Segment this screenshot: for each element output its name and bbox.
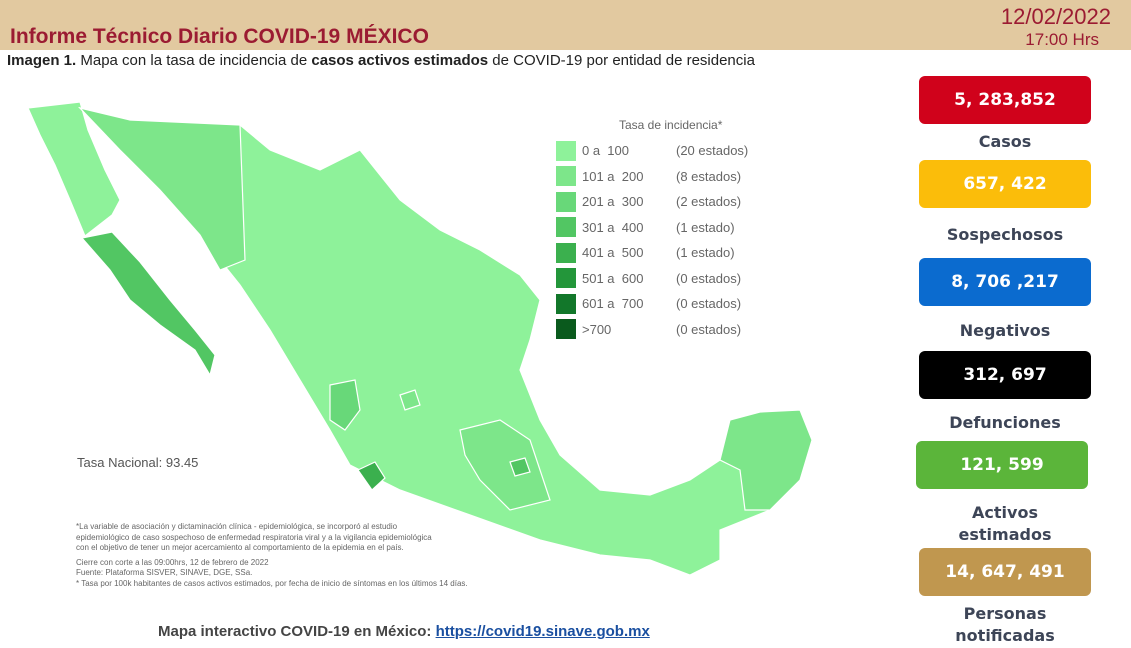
page-title: Informe Técnico Diario COVID-19 MÉXICO xyxy=(10,25,429,48)
caption-text: Mapa con la tasa de incidencia de xyxy=(76,52,312,69)
footer-text: Mapa interactivo COVID-19 en México: xyxy=(158,623,436,640)
stat-box-negativos: 8, 706 ,217 xyxy=(919,258,1091,306)
footnotes: *La variable de asociación y dictaminaci… xyxy=(76,522,468,589)
legend-range: 201 a 300 xyxy=(582,194,644,210)
legend-item: 501 a 600 (0 estados) xyxy=(556,266,748,292)
legend-range: 401 a 500 xyxy=(582,245,644,261)
legend-range: 601 a 700 xyxy=(582,296,644,312)
note-line: * Tasa por 100k habitantes de casos acti… xyxy=(76,578,468,588)
state-guerrero-highlight xyxy=(357,461,386,491)
caption-lead: Imagen 1. xyxy=(7,52,77,69)
stat-box-sospechosos: 657, 422 xyxy=(919,160,1091,208)
legend-count: (0 estados) xyxy=(676,270,742,286)
legend-count: (20 estados) xyxy=(676,143,749,159)
state-baja-california xyxy=(27,101,121,237)
state-yucatan-peninsula xyxy=(719,409,813,511)
legend-count: (8 estados) xyxy=(676,168,742,184)
legend-swatch xyxy=(556,293,576,314)
stat-box-defunciones: 312, 697 xyxy=(919,351,1091,399)
legend-item: >700 (0 estados) xyxy=(556,317,748,343)
state-tlaxcala xyxy=(509,457,531,477)
legend-swatch xyxy=(556,268,576,289)
legend-item: 201 a 300 (2 estados) xyxy=(556,189,748,215)
legend-count: (0 estados) xyxy=(676,321,742,337)
legend-item: 601 a 700 (0 estados) xyxy=(556,291,748,317)
map-legend: Tasa de incidencia* 0 a 100 (20 estados) 1… xyxy=(556,118,748,342)
legend-swatch xyxy=(556,191,576,212)
legend-swatch xyxy=(556,217,576,238)
legend-range: 301 a 400 xyxy=(582,219,644,235)
note-line: Cierre con corte a las 09:00hrs, 12 de f… xyxy=(76,557,269,567)
legend-count: (2 estados) xyxy=(676,194,742,210)
legend-swatch xyxy=(556,140,576,161)
caption-bold: casos activos estimados xyxy=(311,52,489,69)
note-line: con el objetivo de tener un mejor acerca… xyxy=(76,543,404,552)
national-rate: Tasa Nacional: 93.45 xyxy=(77,455,199,470)
legend-swatch xyxy=(556,166,576,187)
legend-item: 401 a 500 (1 estado) xyxy=(556,240,748,266)
stat-box-casos: 5, 283,852 xyxy=(919,76,1091,124)
report-time: 17:00 Hrs xyxy=(1025,30,1099,49)
legend-range: >700 xyxy=(582,321,612,337)
state-sonora xyxy=(78,106,246,271)
legend-title: Tasa de incidencia* xyxy=(619,118,723,132)
report-date: 12/02/2022 xyxy=(1000,4,1111,29)
legend-range: 101 a 200 xyxy=(582,168,644,184)
map-link[interactable]: https://covid19.sinave.gob.mx xyxy=(435,623,650,640)
legend-count: (0 estados) xyxy=(676,296,742,312)
legend-swatch xyxy=(556,319,576,340)
note-line: epidemiológico de caso sospechoso de enf… xyxy=(76,532,432,542)
stat-label: Negativos xyxy=(959,321,1051,340)
legend-item: 301 a 400 (1 estado) xyxy=(556,215,748,241)
legend-item: 101 a 200 (8 estados) xyxy=(556,164,748,190)
footer: Mapa interactivo COVID-19 en México: htt… xyxy=(158,623,650,640)
stat-label: Defunciones xyxy=(949,413,1061,432)
caption-text-end: de COVID-19 por entidad de residencia xyxy=(488,52,755,69)
mexico-incidence-map xyxy=(27,101,813,576)
legend-range: 501 a 600 xyxy=(582,270,644,286)
legend-count: (1 estado) xyxy=(676,245,735,261)
image-caption: Imagen 1. Mapa con la tasa de incidencia… xyxy=(7,52,755,69)
stat-label: Sospechosos xyxy=(946,225,1064,244)
stat-label: Activos estimados xyxy=(958,503,1052,544)
note-line: *La variable de asociación y dictaminaci… xyxy=(76,522,398,531)
header-bar xyxy=(0,0,1131,50)
legend-range: 0 a 100 xyxy=(582,143,629,159)
stat-box-personas-notificadas: 14, 647, 491 xyxy=(919,548,1091,596)
legend-count: (1 estado) xyxy=(676,219,735,235)
state-nayarit xyxy=(329,379,361,431)
legend-item: 0 a 100 (20 estados) xyxy=(556,138,748,164)
state-central xyxy=(459,419,551,511)
legend-swatch xyxy=(556,242,576,263)
stat-label: Personas notificadas xyxy=(955,604,1055,645)
stat-box-activos-estimados: 121, 599 xyxy=(916,441,1088,489)
note-line: Fuente: Plataforma SISVER, SINAVE, DGE, … xyxy=(76,568,253,577)
stat-label: Casos xyxy=(978,132,1032,151)
state-aguascalientes xyxy=(399,389,421,411)
state-baja-california-sur xyxy=(80,231,216,377)
